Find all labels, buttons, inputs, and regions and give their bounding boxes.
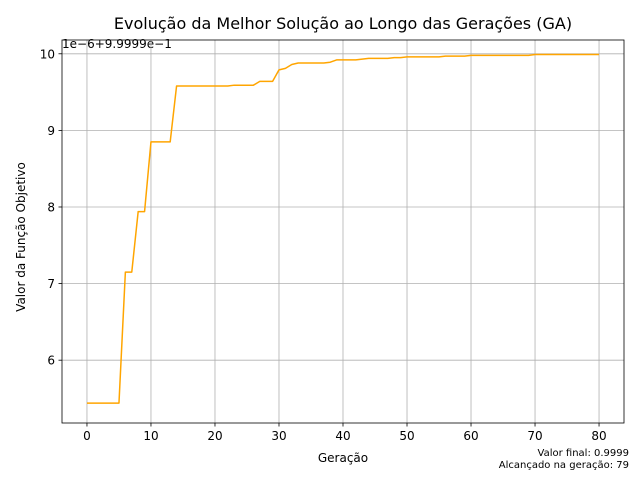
series-layer: [86, 53, 600, 404]
x-tick-label: 80: [591, 429, 606, 443]
x-tick-label: 50: [399, 429, 414, 443]
x-tick-label: 40: [335, 429, 350, 443]
ticks: 0 10 20 30 40 50 60 70 80 6 7 8 9 10: [40, 47, 607, 443]
annotation-generation: Alcançado na geração: 79: [499, 460, 629, 471]
x-tick-label: 20: [207, 429, 222, 443]
y-tick-label: 7: [47, 277, 55, 291]
x-tick-label: 70: [527, 429, 542, 443]
y-tick-label: 6: [47, 354, 55, 368]
x-tick-label: 0: [83, 429, 91, 443]
chart-title: Evolução da Melhor Solução ao Longo das …: [114, 14, 572, 33]
annotation-final-value: Valor final: 0.9999: [538, 448, 629, 459]
y-axis-label: Valor da Função Objetivo: [14, 162, 28, 312]
x-tick-label: 60: [463, 429, 478, 443]
best-solution-line: [86, 53, 600, 404]
y-tick-label: 8: [47, 200, 55, 214]
y-offset-text: 1e−6+9.9999e−1: [62, 37, 172, 51]
x-tick-label: 30: [271, 429, 286, 443]
grid: [62, 40, 624, 423]
x-axis-label: Geração: [318, 451, 368, 465]
y-tick-label: 9: [47, 124, 55, 138]
x-tick-label: 10: [143, 429, 158, 443]
y-tick-label: 10: [40, 47, 55, 61]
